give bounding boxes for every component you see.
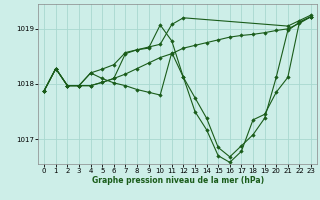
X-axis label: Graphe pression niveau de la mer (hPa): Graphe pression niveau de la mer (hPa)	[92, 176, 264, 185]
